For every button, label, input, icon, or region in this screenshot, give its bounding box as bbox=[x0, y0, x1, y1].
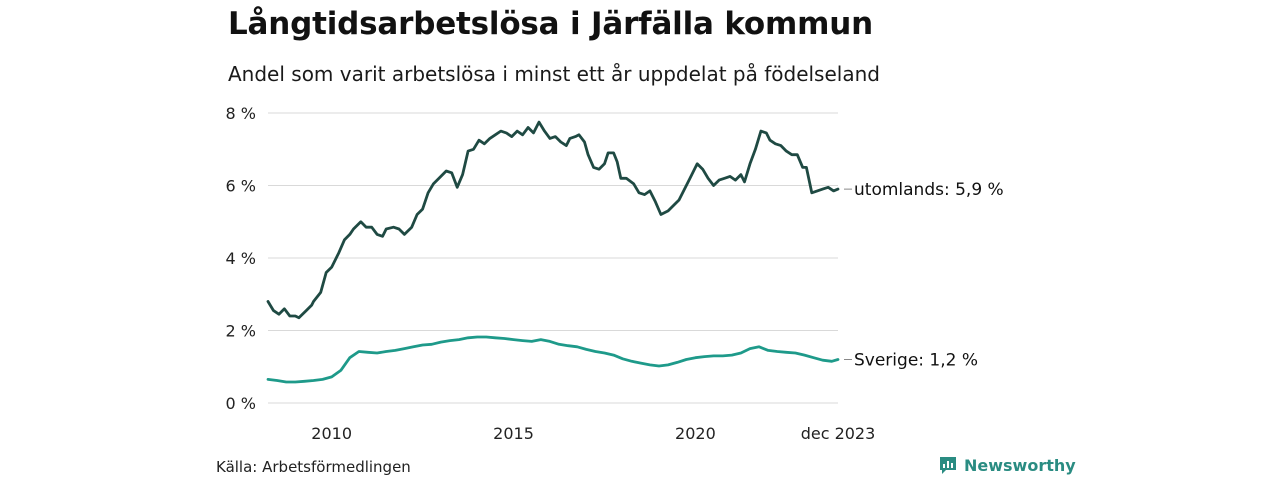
y-tick-label: 0 % bbox=[226, 394, 256, 413]
x-tick-label: 2015 bbox=[493, 424, 534, 443]
chart-title: Långtidsarbetslösa i Järfälla kommun bbox=[228, 6, 873, 42]
newsworthy-logo-icon bbox=[940, 457, 956, 474]
chart-subtitle: Andel som varit arbetslösa i minst ett å… bbox=[228, 62, 880, 86]
x-tick-label: dec 2023 bbox=[801, 424, 876, 443]
brand-name: Newsworthy bbox=[964, 455, 1076, 475]
end-label-sverige: Sverige: 1,2 % bbox=[854, 351, 978, 371]
line-chart: 0 % 2 % 4 % 6 % 8 % 2010 2015 2020 dec 2023 uto… bbox=[226, 104, 1004, 443]
y-tick-label: 6 % bbox=[226, 177, 256, 196]
y-tick-label: 2 % bbox=[226, 322, 256, 341]
end-label-utomlands: utomlands: 5,9 % bbox=[854, 180, 1004, 200]
x-axis-ticks: 2010 2015 2020 dec 2023 bbox=[311, 424, 875, 443]
series-line-utomlands bbox=[266, 120, 840, 320]
gridlines bbox=[268, 112, 838, 404]
source-note: Källa: Arbetsförmedlingen bbox=[216, 458, 411, 476]
x-tick-label: 2010 bbox=[311, 424, 352, 443]
y-axis-ticks: 0 % 2 % 4 % 6 % 8 % bbox=[226, 104, 256, 413]
brand-logo: Newsworthy bbox=[938, 455, 1076, 475]
y-tick-label: 8 % bbox=[226, 104, 256, 123]
series-line-sverige bbox=[266, 335, 840, 384]
y-tick-label: 4 % bbox=[226, 249, 256, 268]
series-lines bbox=[266, 120, 840, 384]
end-labels: utomlands: 5,9 % Sverige: 1,2 % bbox=[844, 180, 1004, 371]
x-tick-label: 2020 bbox=[675, 424, 716, 443]
